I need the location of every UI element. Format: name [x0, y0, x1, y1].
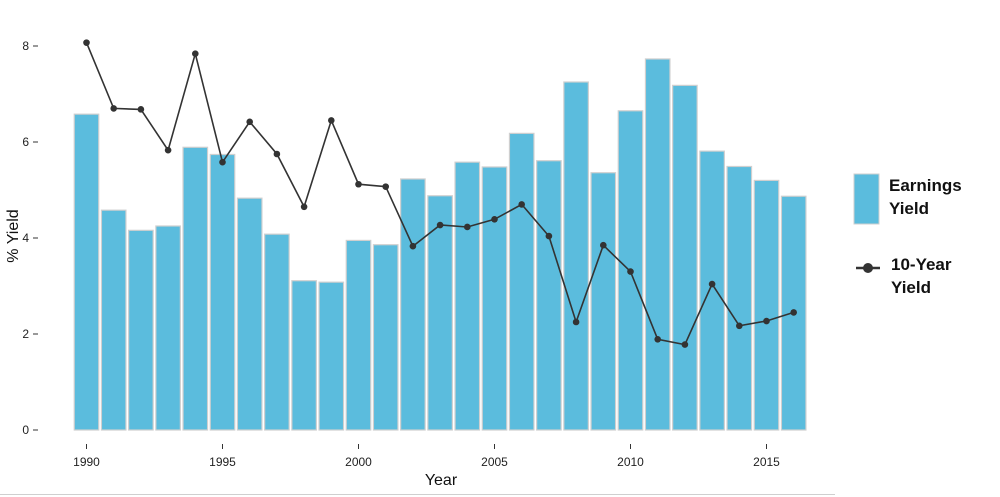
- bar-2011: [644, 58, 671, 431]
- legend-label-earnings-yield-line2: Yield: [889, 199, 929, 218]
- line-layer: [83, 39, 797, 348]
- bar-2003: [427, 195, 453, 431]
- bar-2006: [508, 132, 535, 431]
- bottom-rule: [0, 494, 835, 495]
- point-2007: [545, 232, 553, 240]
- point-2005: [491, 215, 498, 223]
- point-2009: [600, 241, 607, 249]
- point-2013: [708, 280, 716, 288]
- x-tick-label: 1990: [73, 455, 100, 469]
- x-axis-title: Year: [425, 472, 458, 489]
- point-1997: [273, 150, 281, 158]
- bar-1997: [264, 233, 290, 431]
- point-2004: [464, 223, 471, 231]
- bar-1999: [318, 281, 345, 431]
- bar-1994: [182, 146, 209, 431]
- y-tick-label: 6: [22, 135, 29, 149]
- x-tick-label: 2015: [753, 455, 780, 469]
- point-1991: [110, 105, 117, 112]
- bar-2001: [372, 244, 399, 431]
- bar-1990: [73, 113, 100, 431]
- bar-2005: [481, 166, 508, 431]
- bar-2009: [590, 172, 617, 431]
- axes-layer: 0 2 4 6 8 1990 1995 2000 2005 2010 2015: [22, 39, 780, 469]
- bar-2008: [563, 81, 589, 431]
- legend-label-10-year-yield-line1: 10-Year: [891, 255, 952, 274]
- bar-1995: [209, 153, 236, 431]
- point-2002: [409, 242, 417, 250]
- bar-2002: [400, 178, 426, 431]
- y-tick-label: 2: [22, 327, 29, 341]
- bar-2012: [672, 84, 698, 431]
- bar-2007: [536, 160, 562, 431]
- point-2011: [654, 335, 661, 343]
- point-1993: [164, 146, 172, 154]
- point-1998: [300, 203, 308, 211]
- point-2006: [518, 201, 525, 208]
- bar-2004: [454, 161, 481, 431]
- point-1992: [137, 106, 145, 113]
- bar-1991: [100, 209, 127, 431]
- legend-swatch-earnings-yield: [853, 173, 880, 225]
- legend-label-10-year-yield-line2: Yield: [891, 278, 931, 297]
- point-1994: [192, 50, 199, 57]
- point-1990: [83, 39, 90, 46]
- y-axis-title: % Yield: [5, 209, 22, 262]
- point-2012: [681, 341, 689, 348]
- bar-2000: [345, 239, 372, 431]
- x-tick-label: 2000: [345, 455, 372, 469]
- point-2016: [790, 309, 797, 316]
- legend-label-earnings-yield-line1: Earnings: [889, 176, 962, 195]
- bar-1993: [155, 225, 181, 431]
- y-tick-label: 8: [22, 39, 29, 53]
- x-tick-label: 1995: [209, 455, 236, 469]
- bar-1998: [291, 280, 317, 431]
- point-2014: [736, 322, 743, 330]
- point-2001: [382, 183, 390, 190]
- point-2015: [763, 317, 770, 325]
- y-tick-label: 4: [22, 231, 29, 245]
- x-tick-label: 2010: [617, 455, 644, 469]
- legend-swatch-10-year-yield-point: [863, 263, 873, 273]
- point-2000: [355, 180, 362, 188]
- bar-2013: [699, 150, 725, 431]
- point-1996: [246, 118, 253, 126]
- bar-1996: [236, 197, 263, 431]
- point-2010: [627, 268, 634, 275]
- point-1999: [328, 117, 335, 124]
- bars-layer: [73, 58, 807, 431]
- y-tick-label: 0: [22, 423, 29, 437]
- bar-1992: [128, 229, 154, 431]
- legend: Earnings Yield 10-Year Yield: [853, 173, 962, 297]
- point-2003: [436, 221, 444, 229]
- point-2008: [572, 318, 580, 326]
- point-1995: [219, 158, 226, 166]
- bar-2014: [726, 165, 753, 431]
- x-tick-label: 2005: [481, 455, 508, 469]
- bar-2015: [753, 179, 780, 431]
